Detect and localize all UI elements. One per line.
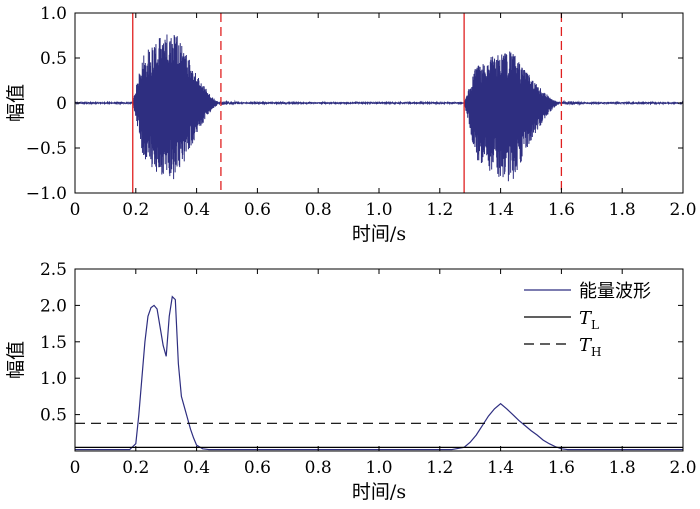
waveform-x-tick-label: 1.8 <box>609 200 636 220</box>
energy-x-tick-label: 0.8 <box>305 458 332 478</box>
waveform-y-tick-label: −1.0 <box>26 184 67 204</box>
energy-x-tick-label: 0.6 <box>244 458 271 478</box>
waveform-y-tick-label: 0.5 <box>40 49 67 69</box>
energy-y-axis-title: 幅值 <box>5 341 27 379</box>
energy-x-axis-title: 时间/s <box>352 481 406 503</box>
waveform-x-tick-label: 1.4 <box>487 200 514 220</box>
waveform-x-tick-label: 0.6 <box>244 200 271 220</box>
energy-x-tick-label: 0.4 <box>183 458 210 478</box>
waveform-x-tick-label: 0.2 <box>122 200 149 220</box>
energy-x-tick-label: 0 <box>70 458 81 478</box>
energy-y-tick-label: 2.5 <box>40 260 67 280</box>
legend-label: 能量波形 <box>579 281 651 302</box>
waveform-x-tick-label: 2.0 <box>669 200 696 220</box>
waveform-y-tick-label: 0 <box>56 94 67 114</box>
legend-label: TL <box>579 308 599 332</box>
energy-plot: 0 0.2 0.4 0.6 0.8 1.0 1.2 1.4 1.6 1.8 2.0 0.5 1.0 1.5… <box>5 260 697 503</box>
waveform-y-tick-label: 1.0 <box>40 4 67 24</box>
energy-x-tick-label: 0.2 <box>122 458 149 478</box>
energy-y-tick-label: 0.5 <box>40 406 67 426</box>
energy-y-tick-label: 2.0 <box>40 296 67 316</box>
endpoint-markers <box>132 13 563 193</box>
waveform-y-axis-title: 幅值 <box>5 84 27 122</box>
energy-y-tick-label: 1.5 <box>40 333 67 353</box>
waveform-y-tick-label: −0.5 <box>26 139 67 159</box>
waveform-x-tick-label: 1.0 <box>365 200 392 220</box>
waveform-x-tick-label: 0 <box>70 200 81 220</box>
legend-label: TH <box>579 335 601 359</box>
waveform-x-tick-label: 0.8 <box>305 200 332 220</box>
waveform-x-tick-label: 0.4 <box>183 200 210 220</box>
energy-x-tick-label: 1.8 <box>609 458 636 478</box>
energy-ticks: 0 0.2 0.4 0.6 0.8 1.0 1.2 1.4 1.6 1.8 2.0 0.5 1.0 1.5… <box>40 260 697 478</box>
waveform-line <box>74 34 684 182</box>
energy-legend: 能量波形 TL TH <box>524 281 651 359</box>
waveform-x-axis-title: 时间/s <box>352 223 406 245</box>
waveform-plot: 0 0.2 0.4 0.6 0.8 1.0 1.2 1.4 1.6 1.8 2.0 −1.0 −0.5 0… <box>5 4 697 245</box>
waveform-x-tick-label: 1.2 <box>426 200 453 220</box>
energy-x-tick-label: 1.4 <box>487 458 514 478</box>
waveform-x-tick-label: 1.6 <box>548 200 575 220</box>
energy-x-tick-label: 1.0 <box>365 458 392 478</box>
energy-x-tick-label: 1.2 <box>426 458 453 478</box>
waveform-series <box>74 34 684 182</box>
energy-x-tick-label: 2.0 <box>669 458 696 478</box>
energy-y-tick-label: 1.0 <box>40 369 67 389</box>
energy-x-tick-label: 1.6 <box>548 458 575 478</box>
waveform-ticks: 0 0.2 0.4 0.6 0.8 1.0 1.2 1.4 1.6 1.8 2.0 −1.0 −0.5 0… <box>26 4 697 220</box>
